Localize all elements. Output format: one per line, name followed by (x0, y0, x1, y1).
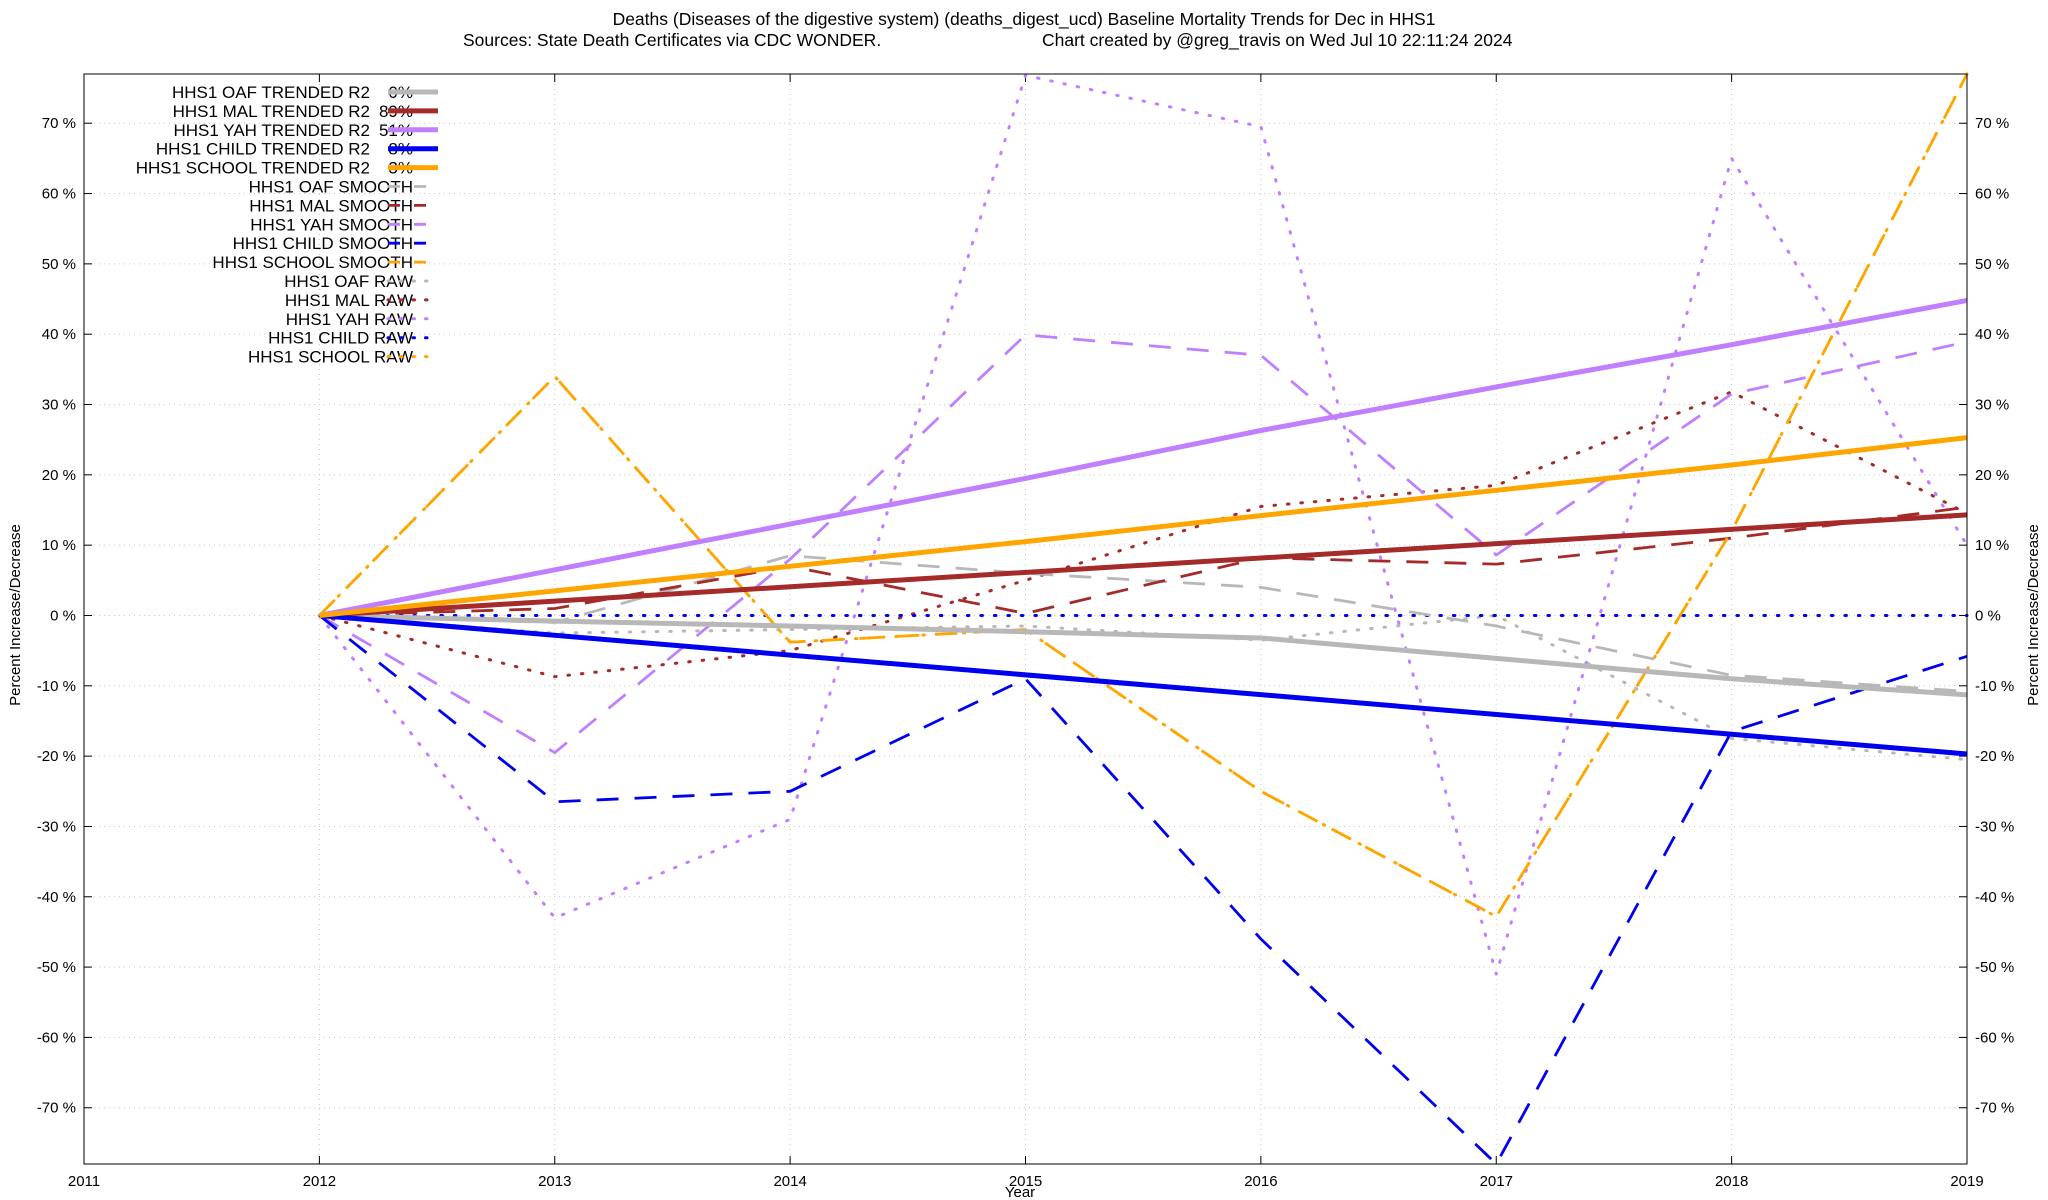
legend-label: HHS1 MAL SMOOTH (249, 196, 413, 215)
y-tick-label: -30 % (37, 818, 76, 835)
y-tick-label-right: 0 % (1975, 607, 2001, 624)
series-line-hhs1-yah-smooth (318, 333, 1968, 754)
y-tick-label-right: 70 % (1975, 115, 2009, 132)
series-line-hhs1-child-smooth (318, 614, 1968, 1166)
y-tick-label-right: -70 % (1975, 1100, 2014, 1117)
x-axis: 2011 2012 2013 2014 2015 2016 2017 2018 2019 (68, 74, 1984, 1190)
legend-label: HHS1 YAH RAW (286, 310, 413, 329)
y-tick-label: -50 % (37, 959, 76, 976)
series-line-hhs1-school-raw (317, 72, 1969, 918)
chart-title: Deaths (Diseases of the digestive system… (613, 9, 1436, 30)
y-axis-label-right: Percent Increase/Decrease (2025, 524, 2042, 706)
y-tick-label: -10 % (37, 678, 76, 695)
legend-label: HHS1 SCHOOL SMOOTH (212, 253, 413, 272)
y-tick-label: -40 % (37, 889, 76, 906)
y-tick-label-right: 20 % (1975, 467, 2009, 484)
x-tick-label: 2013 (538, 1173, 571, 1190)
x-tick-label: 2018 (1715, 1173, 1748, 1190)
legend-label: HHS1 YAH TRENDED R2 (174, 121, 371, 140)
y-tick-label: -20 % (37, 748, 76, 765)
legend-label: HHS1 SCHOOL RAW (248, 348, 413, 367)
y-tick-label-right: 40 % (1975, 326, 2009, 343)
y-tick-label: -70 % (37, 1100, 76, 1117)
y-tick-label-right: 10 % (1975, 537, 2009, 554)
y-tick-label-right: 30 % (1975, 397, 2009, 414)
legend-label: HHS1 CHILD TRENDED R2 (156, 140, 370, 159)
y-tick-label-right: 50 % (1975, 256, 2009, 273)
legend-label: HHS1 OAF TRENDED R2 (172, 83, 370, 102)
y-axis-right: 70 % 60 % 50 % 40 % 30 % 20 % 10 % 0 % -10 % -20 … (1959, 115, 2014, 1117)
y-tick-label-right: -10 % (1975, 678, 2014, 695)
y-tick-label: 30 % (42, 397, 76, 414)
series-line-hhs1-school-trended-r2 (319, 435, 1968, 618)
y-tick-label: -60 % (37, 1029, 76, 1046)
y-tick-label: 60 % (42, 186, 76, 203)
legend-label: HHS1 CHILD RAW (268, 329, 413, 348)
legend: HHS1 OAF TRENDED R20%HHS1 MAL TRENDED R2… (136, 83, 440, 367)
y-tick-label: 20 % (42, 467, 76, 484)
y-tick-label-right: -40 % (1975, 889, 2014, 906)
series-line-hhs1-oaf-smooth (319, 554, 1968, 693)
legend-label: HHS1 MAL RAW (285, 291, 413, 310)
legend-label: HHS1 MAL TRENDED R2 (173, 102, 370, 121)
y-tick-label-right: -50 % (1975, 959, 2014, 976)
chart-subtitle-right: Chart created by @greg_travis on Wed Jul… (1042, 30, 1513, 51)
chart-subtitle-left: Sources: State Death Certificates via CD… (463, 30, 881, 50)
x-tick-label: 2015 (1009, 1173, 1042, 1190)
series-line-hhs1-school-smooth (318, 73, 1969, 918)
y-tick-label: 70 % (42, 115, 76, 132)
y-tick-label-right: -60 % (1975, 1029, 2014, 1046)
x-tick-label: 2016 (1244, 1173, 1277, 1190)
series-line-hhs1-oaf-trended-r2 (319, 613, 1968, 698)
legend-label: HHS1 OAF RAW (284, 272, 413, 291)
legend-label: HHS1 SCHOOL TRENDED R2 (136, 159, 370, 178)
x-tick-label: 2012 (303, 1173, 336, 1190)
legend-label: HHS1 OAF SMOOTH (249, 178, 413, 197)
x-tick-label: 2011 (68, 1173, 100, 1190)
y-tick-label: 0 % (50, 607, 76, 624)
x-axis-label: Year (1005, 1184, 1035, 1200)
y-tick-label-right: -20 % (1975, 748, 2014, 765)
series-line-hhs1-mal-trended-r2 (319, 512, 1968, 618)
y-axis-label-left: Percent Increase/Decrease (7, 524, 24, 706)
series-line-hhs1-yah-trended-r2 (318, 297, 1968, 618)
plot-border (83, 73, 1968, 1165)
y-tick-label-right: 60 % (1975, 186, 2009, 203)
x-tick-label: 2019 (1950, 1173, 1983, 1190)
legend-label: HHS1 YAH SMOOTH (250, 215, 413, 234)
x-tick-label: 2017 (1480, 1173, 1513, 1190)
series-line-hhs1-yah-raw (317, 73, 1969, 976)
y-tick-label: 10 % (42, 537, 76, 554)
series-lines (317, 72, 1969, 1166)
y-tick-label: 40 % (42, 326, 76, 343)
y-tick-label: 50 % (42, 256, 76, 273)
series-line-hhs1-mal-smooth (319, 505, 1968, 617)
legend-label: HHS1 CHILD SMOOTH (233, 234, 413, 253)
y-axis-left: 70 % 60 % 50 % 40 % 30 % 20 % 10 % 0 % -10 % -20 … (37, 115, 92, 1117)
series-line-hhs1-child-trended-r2 (319, 613, 1968, 757)
y-tick-label-right: -30 % (1975, 818, 2014, 835)
series-line-hhs1-mal-raw (317, 390, 1969, 679)
x-tick-label: 2014 (773, 1173, 806, 1190)
